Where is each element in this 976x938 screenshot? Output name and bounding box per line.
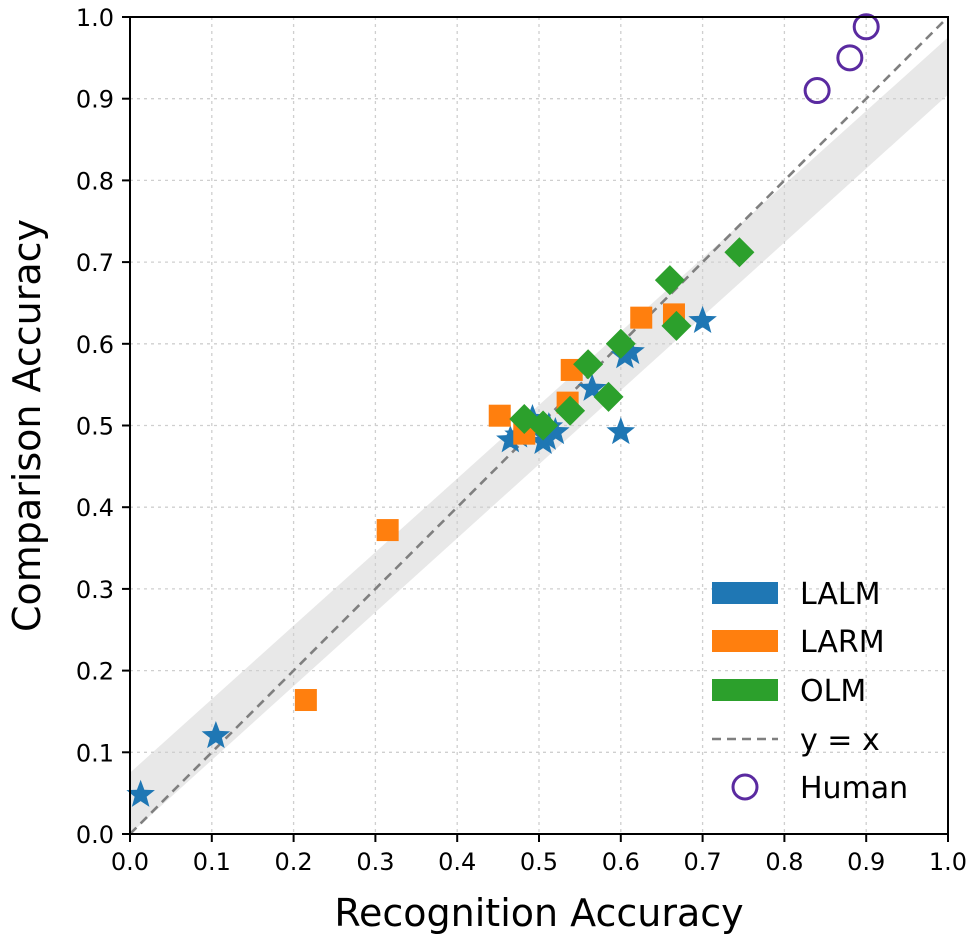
y-tick-label: 0.4 bbox=[76, 494, 114, 522]
y-tick-label: 0.5 bbox=[76, 413, 114, 441]
x-tick-label: 0.7 bbox=[684, 848, 722, 876]
legend-label: LALM bbox=[800, 577, 881, 612]
point-larm bbox=[294, 689, 317, 712]
x-tick-label: 0.6 bbox=[602, 848, 640, 876]
legend-label: OLM bbox=[800, 674, 866, 709]
axis-ticks: 0.0 0.1 0.2 0.3 0.4 0.5 0.6 0.7 0.8 0.9 1.0 0.0 0.1 0… bbox=[76, 4, 967, 876]
legend-swatch-patch bbox=[712, 630, 778, 652]
legend-label: y = x bbox=[800, 723, 880, 758]
point-lalm bbox=[126, 779, 155, 807]
point-olm bbox=[605, 328, 636, 359]
point-human bbox=[803, 77, 831, 105]
legend-item-lalm: LALM bbox=[712, 577, 881, 612]
point-lalm bbox=[688, 305, 717, 334]
legend-item-olm: OLM bbox=[712, 674, 866, 709]
point-olm bbox=[573, 349, 604, 380]
y-axis-label: Comparison Accuracy bbox=[5, 219, 49, 632]
y-tick-label: 0.2 bbox=[76, 658, 114, 686]
y-tick-label: 0.1 bbox=[76, 739, 114, 767]
point-larm bbox=[630, 306, 653, 329]
x-tick-label: 1.0 bbox=[929, 848, 967, 876]
x-tick-label: 0.0 bbox=[111, 848, 149, 876]
x-tick-label: 0.5 bbox=[520, 848, 558, 876]
point-larm bbox=[488, 404, 511, 427]
series-olm bbox=[509, 237, 755, 441]
y-tick-label: 0.7 bbox=[76, 249, 114, 277]
legend: LALM LARM OLM y = x Human bbox=[712, 577, 908, 806]
point-lalm bbox=[616, 336, 645, 365]
y-tick-label: 0.9 bbox=[76, 86, 114, 114]
y-tick-label: 0.0 bbox=[76, 821, 114, 849]
legend-item-y-x: y = x bbox=[712, 723, 880, 758]
x-tick-label: 0.4 bbox=[438, 848, 476, 876]
point-olm bbox=[724, 237, 755, 268]
x-tick-label: 0.8 bbox=[765, 848, 803, 876]
legend-label: LARM bbox=[800, 625, 885, 660]
legend-swatch-patch bbox=[712, 679, 778, 701]
legend-item-human: Human bbox=[731, 771, 908, 806]
x-tick-label: 0.3 bbox=[356, 848, 394, 876]
x-tick-label: 0.1 bbox=[193, 848, 231, 876]
legend-label: Human bbox=[800, 771, 908, 806]
point-lalm bbox=[496, 425, 525, 453]
point-larm bbox=[376, 519, 399, 542]
point-lalm bbox=[541, 417, 570, 445]
point-olm bbox=[661, 310, 692, 341]
series-human bbox=[803, 13, 880, 105]
point-olm bbox=[593, 381, 624, 412]
point-human bbox=[852, 13, 880, 41]
legend-swatch-marker bbox=[731, 773, 759, 801]
point-olm bbox=[654, 265, 685, 296]
point-lalm bbox=[201, 720, 231, 749]
point-human bbox=[836, 44, 864, 72]
y-tick-label: 0.8 bbox=[76, 167, 114, 195]
y-tick-label: 1.0 bbox=[76, 4, 114, 32]
point-olm bbox=[555, 395, 586, 426]
legend-swatch-patch bbox=[712, 582, 778, 604]
point-lalm bbox=[577, 373, 607, 401]
point-olm bbox=[528, 410, 559, 441]
data-points bbox=[126, 13, 880, 807]
y-tick-label: 0.6 bbox=[76, 331, 114, 359]
legend-item-larm: LARM bbox=[712, 625, 885, 660]
y-tick-label: 0.3 bbox=[76, 576, 114, 604]
point-lalm bbox=[606, 417, 636, 445]
x-tick-label: 0.9 bbox=[847, 848, 885, 876]
x-axis-label: Recognition Accuracy bbox=[334, 891, 743, 935]
x-tick-label: 0.2 bbox=[275, 848, 313, 876]
